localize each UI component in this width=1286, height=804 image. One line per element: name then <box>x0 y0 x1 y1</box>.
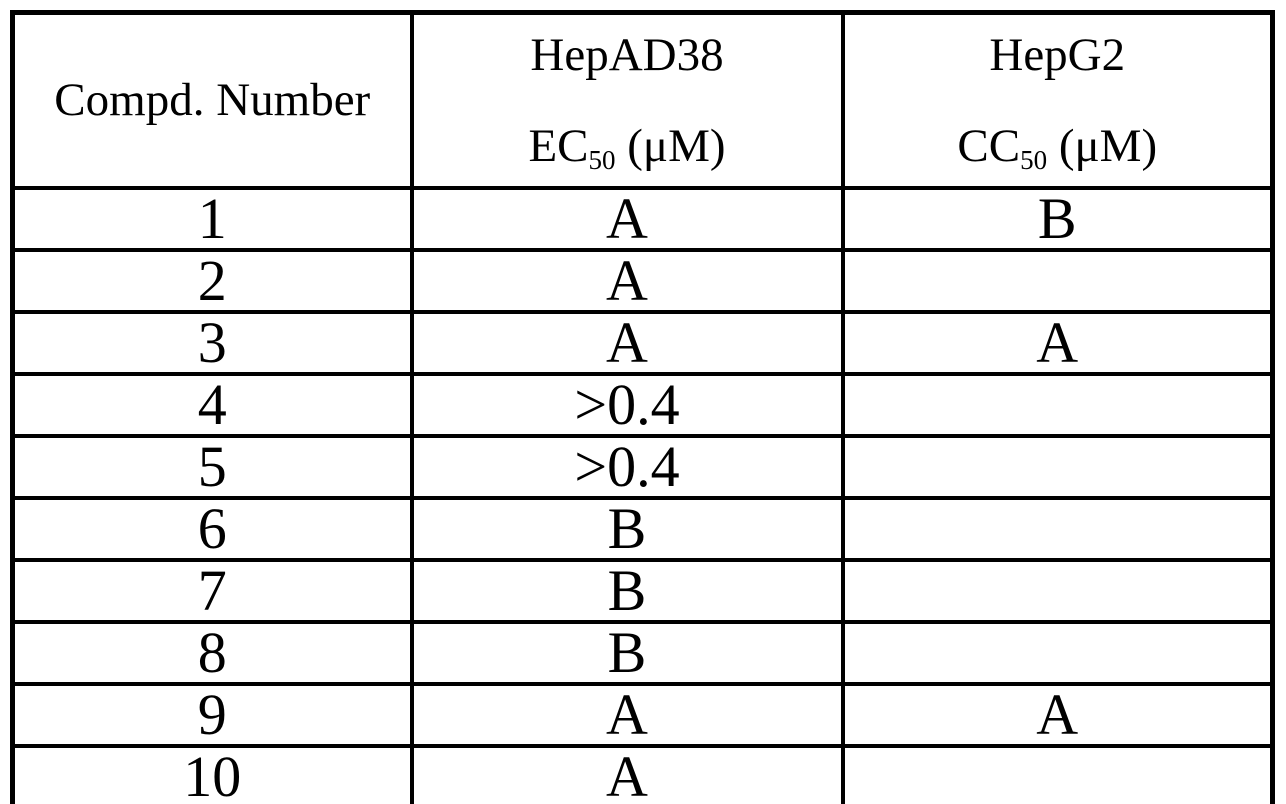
cc50-value-cell <box>840 620 1275 686</box>
table-row: 6 B <box>10 496 1275 562</box>
cc50-label: CC <box>957 119 1021 172</box>
header-hepad38-cell-line: HepAD38 <box>530 29 724 82</box>
cc50-value-cell: A <box>840 310 1275 376</box>
compound-number-cell: 1 <box>10 186 414 252</box>
compound-number-cell: 5 <box>10 434 414 500</box>
ec50-value-cell: A <box>409 744 845 804</box>
table-row: 2 A <box>10 248 1275 314</box>
compound-number-cell: 9 <box>10 682 414 748</box>
header-hepg2-cell-line: HepG2 <box>989 29 1126 82</box>
header-hepg2-cc50: HepG2 CC50 (μM) <box>840 10 1275 190</box>
header-ec50-unit-line: EC50 (μM) <box>416 119 839 175</box>
table-row: 4 >0.4 <box>10 372 1275 438</box>
cc50-value-cell <box>840 434 1275 500</box>
cc50-value-cell <box>840 558 1275 624</box>
cc50-subscript: 50 <box>1020 144 1048 175</box>
ec50-value-cell: >0.4 <box>409 372 845 438</box>
ec50-subscript: 50 <box>588 144 616 175</box>
table-row: 9 A A <box>10 682 1275 748</box>
compound-results-table: Compd. Number HepAD38 EC50 (μM) HepG2 CC… <box>10 10 1275 804</box>
table-row: 1 A B <box>10 186 1275 252</box>
ec50-value-cell: A <box>409 248 845 314</box>
ec50-value-cell: B <box>409 558 845 624</box>
header-compound-number-label: Compd. Number <box>54 74 371 127</box>
cc50-value-cell: A <box>840 682 1275 748</box>
ec50-unit: (μM) <box>615 119 726 172</box>
compound-number-cell: 2 <box>10 248 414 314</box>
table-header-row: Compd. Number HepAD38 EC50 (μM) HepG2 CC… <box>10 10 1275 190</box>
header-compound-number: Compd. Number <box>10 10 414 190</box>
table-row: 10 A <box>10 744 1275 804</box>
compound-number-cell: 4 <box>10 372 414 438</box>
header-cc50-unit-line: CC50 (μM) <box>847 119 1269 175</box>
table-row: 5 >0.4 <box>10 434 1275 500</box>
header-hepad38-ec50: HepAD38 EC50 (μM) <box>409 10 845 190</box>
compound-number-cell: 7 <box>10 558 414 624</box>
ec50-label: EC <box>528 119 589 172</box>
compound-number-cell: 10 <box>10 744 414 804</box>
ec50-value-cell: A <box>409 310 845 376</box>
ec50-value-cell: >0.4 <box>409 434 845 500</box>
cc50-unit: (μM) <box>1047 119 1158 172</box>
ec50-value-cell: B <box>409 620 845 686</box>
cc50-value-cell <box>840 372 1275 438</box>
ec50-value-cell: A <box>409 682 845 748</box>
cc50-value-cell: B <box>840 186 1275 252</box>
compound-number-cell: 8 <box>10 620 414 686</box>
cc50-value-cell <box>840 248 1275 314</box>
ec50-value-cell: B <box>409 496 845 562</box>
compound-number-cell: 6 <box>10 496 414 562</box>
table-row: 8 B <box>10 620 1275 686</box>
table-row: 3 A A <box>10 310 1275 376</box>
cc50-value-cell <box>840 744 1275 804</box>
ec50-value-cell: A <box>409 186 845 252</box>
compound-number-cell: 3 <box>10 310 414 376</box>
cc50-value-cell <box>840 496 1275 562</box>
table-row: 7 B <box>10 558 1275 624</box>
